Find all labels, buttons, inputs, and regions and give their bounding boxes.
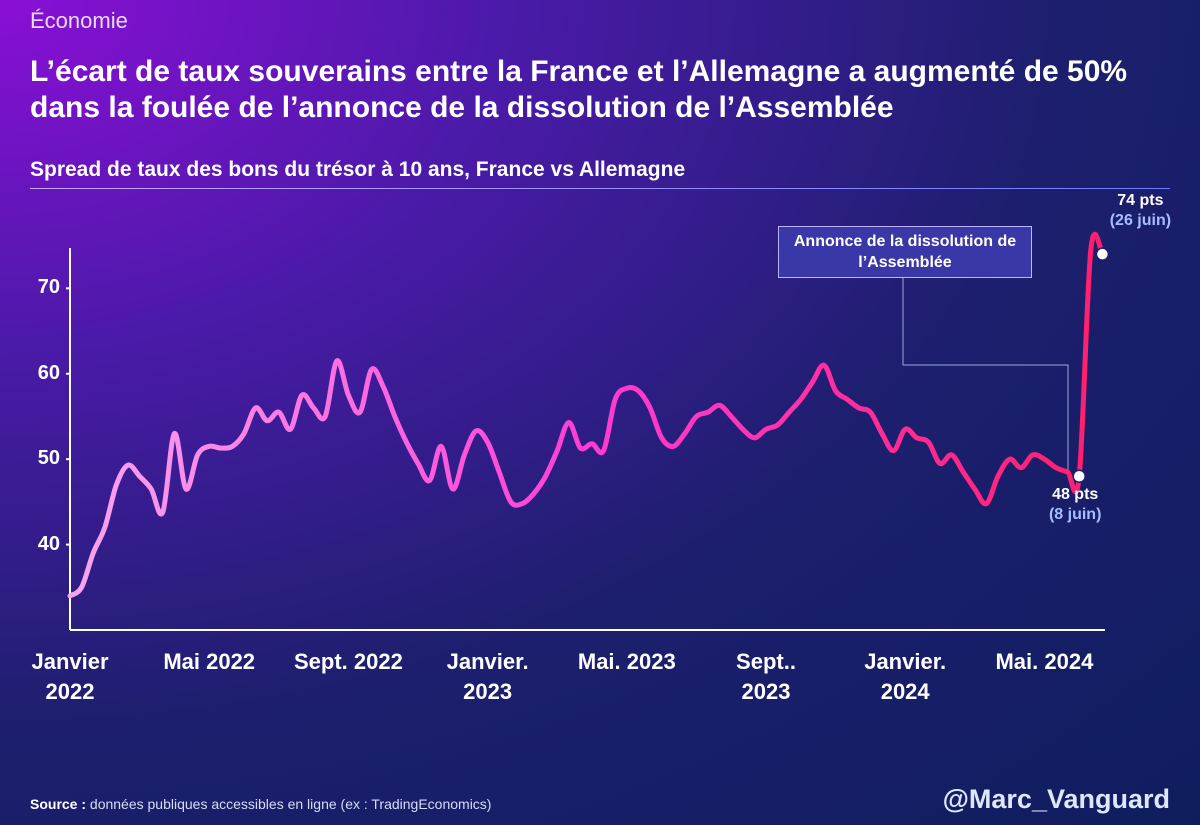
date-label: (26 juin) bbox=[1109, 212, 1172, 230]
source-label: Source : bbox=[30, 796, 87, 812]
connector bbox=[902, 278, 1069, 470]
x-tick-label: Janvier 2022 bbox=[31, 649, 109, 704]
point bbox=[1095, 247, 1110, 261]
data-label: 48 pts bbox=[1052, 486, 1099, 504]
x-tick-label: Sept. 2022 bbox=[293, 649, 403, 674]
rule bbox=[30, 188, 1170, 189]
source: Source : données publiques accessibles e… bbox=[30, 796, 491, 812]
source-text: données publiques accessibles en ligne (… bbox=[89, 796, 492, 812]
subtitle: Spread de taux des bons du trésor à 10 a… bbox=[30, 158, 686, 181]
x-tick-label: Mai. 2024 bbox=[995, 649, 1094, 674]
y-tick-label: 40 bbox=[37, 532, 60, 555]
data-label: 74 pts bbox=[1117, 192, 1164, 210]
point bbox=[1072, 469, 1086, 483]
annotation: Annonce de la dissolution de l’Assemblée bbox=[778, 226, 1032, 278]
credit: @Marc_Vanguard bbox=[942, 784, 1170, 814]
section: Économie bbox=[30, 8, 128, 33]
x-tick-label: Janvier. 2024 bbox=[864, 649, 947, 704]
y-tick-label: 70 bbox=[37, 276, 60, 299]
x-tick-label: Sept.. 2023 bbox=[736, 649, 796, 704]
x-tick-label: Mai. 2023 bbox=[577, 649, 676, 674]
line bbox=[67, 231, 1105, 599]
x-tick-label: Janvier. 2023 bbox=[446, 649, 529, 704]
x-tick-label: Mai 2022 bbox=[163, 649, 256, 674]
y-tick-label: 50 bbox=[37, 447, 60, 470]
y-tick-label: 60 bbox=[37, 361, 60, 384]
date-label: (8 juin) bbox=[1048, 506, 1102, 524]
title: L’écart de taux souverains entre la Fran… bbox=[30, 55, 1128, 124]
